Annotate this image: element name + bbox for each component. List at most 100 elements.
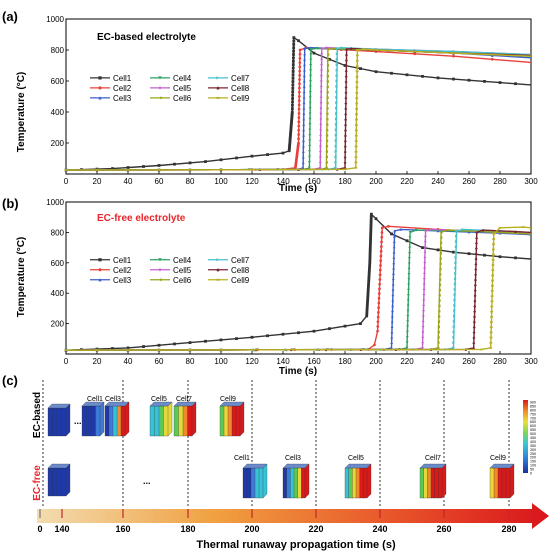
- panel-b-series-cell1-point: [111, 347, 114, 350]
- panel-a-series-cell7-point: [334, 160, 338, 164]
- panel-b-series-cell9-point: [382, 348, 386, 351]
- battery-cell-block: [112, 405, 118, 437]
- panel-b-legend-cell6-label: Cell6: [173, 276, 192, 285]
- panel-a-series-cell2-point: [298, 82, 301, 86]
- colorbar-tick-label: 150: [530, 460, 536, 464]
- panel-b-series-cell5-point: [422, 309, 425, 313]
- panel-b-series-cell2-point: [380, 240, 383, 244]
- battery-cell-block: [104, 405, 110, 437]
- panel-b-series-cell7-point: [454, 250, 458, 254]
- panel-a-ytick-label: 800: [51, 46, 65, 55]
- panel-b-series-cell1-point: [405, 239, 409, 243]
- panel-a-series-cell1-point: [219, 158, 223, 162]
- colorbar: [523, 400, 528, 473]
- panel-b-series-cell1-point: [188, 341, 192, 344]
- panel-a-series-cell9-point: [188, 169, 192, 171]
- panel-b-series-cell7-point: [454, 266, 458, 270]
- row-label-ec-free: EC-free: [32, 465, 43, 501]
- panel-b-legend-cell2-label: Cell2: [113, 266, 132, 275]
- panel-b-series-cell5-point: [421, 341, 425, 344]
- panel-b-series-cell1-point: [368, 245, 372, 249]
- panel-b-series-cell6-point: [437, 304, 441, 308]
- panel-b-legend-cell3-label: Cell3: [113, 276, 132, 285]
- panel-a-xtick-label: 100: [214, 177, 228, 186]
- panel-b-series-cell1-point: [366, 285, 370, 289]
- panel-b-series-cell9-point: [489, 347, 493, 349]
- panel-b-series-cell9-point: [64, 349, 68, 352]
- panel-b-series-cell1-point: [368, 263, 372, 267]
- time-axis-tick-label: 140: [54, 524, 69, 534]
- panel-a-xtick-label: 180: [338, 177, 352, 186]
- panel-b-series-cell1-point: [359, 322, 362, 325]
- panel-b-legend-cell4-label: Cell4: [173, 256, 192, 265]
- panel-b-legend-cell5-label: Cell5: [173, 266, 192, 275]
- panel-a-xtick-label: 120: [245, 177, 259, 186]
- panel-b-series-cell1-point: [483, 253, 486, 257]
- battery-cell-block: [438, 467, 443, 499]
- panel-a-series-cell2-point: [297, 90, 301, 94]
- battery-module-renderings: [47, 401, 515, 499]
- panel-b-series-cell8-point: [474, 257, 478, 261]
- panel-a-series-cell8-point: [344, 90, 348, 94]
- panel-a-series-cell4-point: [308, 101, 312, 105]
- panel-a-xtick-label: 260: [462, 177, 476, 186]
- panel-a-series-cell9-point: [354, 129, 358, 132]
- panel-a-series-cell7-point: [334, 123, 338, 126]
- panel-a-series-cell9-point: [312, 168, 316, 171]
- panel-a-legend-cell7-label: Cell7: [231, 74, 250, 83]
- panel-a-axes-frame: [65, 18, 532, 175]
- panel-a-series-cell6-point: [326, 80, 329, 83]
- panel-b-xtick-label: 40: [124, 357, 133, 366]
- battery-module: [173, 401, 197, 437]
- panel-a-series-cell2-point: [298, 78, 301, 81]
- colorbar-tick-label: 400: [530, 440, 536, 444]
- battery-cell-block: [90, 405, 96, 437]
- colorbar-tick-label: 850: [530, 404, 536, 408]
- panel-a-label: (a): [2, 9, 18, 24]
- panel-a-series-cell1-point: [173, 162, 176, 166]
- panel-a-series-cell4-point: [309, 58, 313, 62]
- battery-module: [419, 463, 447, 499]
- panel-b-series-cell7-point: [454, 272, 457, 275]
- panel-a-series-cell7-point: [340, 46, 344, 50]
- panel-b-series-cell5-point: [422, 303, 426, 307]
- panel-a-series-cell4-point: [308, 96, 312, 100]
- panel-a-legend-cell9-label: Cell9: [231, 94, 250, 103]
- panel-a-legend-cell5-label: Cell5: [173, 84, 192, 93]
- panel-b-series-cell1-point: [368, 248, 372, 251]
- panel-b-series-cell1-point: [366, 300, 369, 303]
- panel-a-series-cell1-point: [291, 66, 295, 70]
- battery-module-side: [65, 403, 71, 437]
- panel-a-series-cell7-point: [335, 52, 339, 56]
- panel-a-series-cell7-point: [335, 112, 338, 115]
- panel-a-xtick-label: 80: [186, 177, 195, 186]
- panel-a-series-cell9-point: [355, 65, 359, 67]
- panel-b-series-cell6-point: [439, 252, 442, 255]
- panel-b-series-cell9-point: [492, 233, 496, 235]
- panel-a-series-cell1-point: [291, 103, 294, 107]
- panel-b-series-cell9-point: [317, 348, 321, 351]
- panel-b-title: EC-free electrolyte: [97, 213, 186, 224]
- panel-a-legend-cell7-marker: [216, 76, 220, 80]
- panel-a-series-cell7-point: [335, 47, 339, 50]
- panel-a-series-cell1-point: [292, 39, 296, 43]
- battery-cell-block: [52, 467, 58, 497]
- battery-cell-block: [290, 467, 295, 499]
- panel-b-series-cell4-point: [407, 288, 410, 292]
- panel-b-series-cell3-point: [392, 266, 396, 270]
- panel-b-series-cell8-point: [473, 304, 477, 308]
- panel-b-series-cell7-point: [453, 309, 456, 313]
- panel-b-series-cell8-point: [472, 320, 476, 324]
- panel-a-series-cell4-point: [308, 117, 312, 121]
- battery-cell-block: [355, 467, 361, 499]
- panel-a-legend-cell9-marker: [216, 96, 220, 99]
- battery-module: [344, 463, 372, 499]
- panel-b-series-cell7-point: [453, 298, 457, 302]
- panel-a-series-cell9-point: [355, 91, 359, 94]
- panel-a-ytick-label: 1000: [46, 15, 64, 24]
- panel-b-series-cell1-point: [266, 334, 269, 338]
- panel-c-label: (c): [2, 373, 18, 388]
- bottom-ellipsis: ...: [143, 476, 151, 486]
- panel-a-series-cell3-point: [302, 74, 306, 77]
- top-cell5-label: Cell5: [151, 396, 167, 403]
